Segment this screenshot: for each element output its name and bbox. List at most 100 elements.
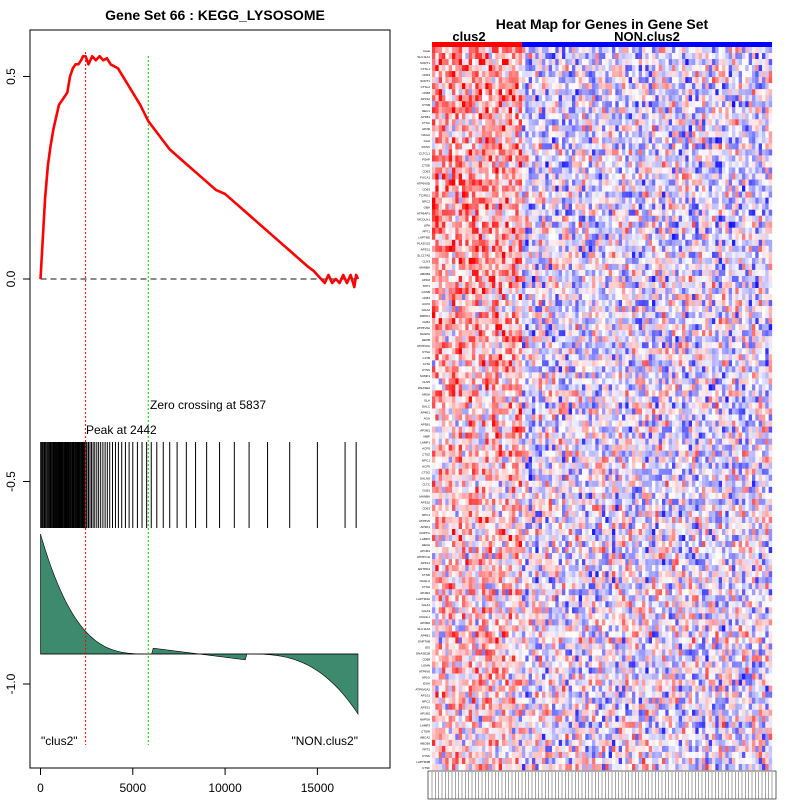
heatmap-cell <box>575 137 579 144</box>
heatmap-cell <box>765 65 769 72</box>
heatmap-cell <box>642 330 646 337</box>
heatmap-cell <box>595 197 599 204</box>
heatmap-cell <box>595 161 599 168</box>
heatmap-cell <box>705 167 709 174</box>
heatmap-cell <box>548 281 553 289</box>
heatmap-cell <box>575 101 579 108</box>
heatmap-cell <box>735 53 739 60</box>
heatmap-cell <box>462 263 466 271</box>
heatmap-cell <box>495 294 499 301</box>
heatmap-cell <box>502 281 506 289</box>
heatmap-cell <box>472 59 476 66</box>
heatmap-cell <box>672 71 676 78</box>
heatmap-cell <box>438 173 443 180</box>
heatmap-cell <box>545 257 549 265</box>
heatmap-cell <box>548 107 553 114</box>
heatmap-cell <box>432 312 436 319</box>
heatmap-cell <box>678 155 683 162</box>
heatmap-cell <box>582 125 586 132</box>
heatmap-cell <box>672 143 676 150</box>
heatmap-cell <box>582 197 586 204</box>
heatmap-cell <box>532 269 536 277</box>
heatmap-cell <box>762 312 766 319</box>
heatmap-cell <box>615 251 619 259</box>
heatmap-cell <box>608 131 613 138</box>
heatmap-cell <box>485 113 489 120</box>
heatmap-cell <box>745 245 749 253</box>
heatmap-cell <box>588 89 593 96</box>
heatmap-cell <box>588 324 593 331</box>
heatmap-cell <box>712 89 716 96</box>
heatmap-cell <box>555 185 559 192</box>
heatmap-cell <box>442 179 446 186</box>
heatmap-cell <box>495 318 499 325</box>
heatmap-cell <box>655 275 659 283</box>
heatmap-cell <box>768 263 773 271</box>
heatmap-cell <box>752 191 756 198</box>
heatmap-cell <box>522 137 526 144</box>
heatmap-cell <box>712 125 716 132</box>
heatmap-cell <box>445 221 449 228</box>
heatmap-cell <box>538 288 543 295</box>
heatmap-cell <box>578 65 583 72</box>
heatmap-cell <box>522 269 526 277</box>
heatmap-cell <box>535 125 539 132</box>
heatmap-cell <box>478 312 483 319</box>
heatmap-cell <box>652 300 656 307</box>
heatmap-cell <box>705 143 709 150</box>
heatmap-cell <box>732 47 736 54</box>
heatmap-cell <box>488 101 493 108</box>
heatmap-cell <box>515 239 519 246</box>
heatmap-cell <box>432 269 436 277</box>
heatmap-cell <box>658 300 663 307</box>
heatmap-cell <box>635 233 639 240</box>
heatmap-cell <box>532 113 536 120</box>
heatmap-cell <box>648 300 653 307</box>
heatmap-cell <box>538 300 543 307</box>
heatmap-cell <box>595 71 599 78</box>
heatmap-cell <box>675 263 679 271</box>
heatmap-cell <box>568 107 573 114</box>
heatmap-cell <box>598 89 603 96</box>
heatmap-cell <box>735 281 739 289</box>
heatmap-cell <box>512 101 516 108</box>
heatmap-cell <box>525 173 529 180</box>
heatmap-cell <box>545 288 549 295</box>
heatmap-cell <box>618 107 623 114</box>
heatmap-cell <box>748 251 753 259</box>
heatmap-cell <box>512 185 516 192</box>
heatmap-cell <box>532 47 536 54</box>
heatmap-cell <box>595 149 599 156</box>
heatmap-cell <box>438 251 443 259</box>
heatmap-cell <box>685 137 689 144</box>
heatmap-cell <box>442 263 446 271</box>
heatmap-cell <box>688 191 693 198</box>
heatmap-cell <box>452 245 456 253</box>
heatmap-cell <box>568 77 573 84</box>
heatmap-cell <box>568 137 573 144</box>
heatmap-cell <box>535 233 539 240</box>
heatmap-cell <box>568 221 573 228</box>
heatmap-cell <box>665 161 669 168</box>
heatmap-cell <box>768 221 773 228</box>
heatmap-cell <box>725 251 729 259</box>
heatmap-cell <box>442 294 446 301</box>
heatmap-cell <box>475 294 479 301</box>
heatmap-cell <box>628 209 633 216</box>
heatmap-cell <box>702 300 706 307</box>
heatmap-cell <box>445 233 449 240</box>
heatmap-cell <box>602 245 606 253</box>
heatmap-cell <box>648 288 653 295</box>
heatmap-cell <box>698 125 703 132</box>
heatmap-cell <box>635 71 639 78</box>
heatmap-cell <box>672 89 676 96</box>
heatmap-cell <box>702 312 706 319</box>
heatmap-cell <box>572 65 576 72</box>
heatmap-cell <box>595 263 599 271</box>
heatmap-cell <box>448 59 453 66</box>
heatmap-cell <box>552 203 556 210</box>
heatmap-cell <box>572 269 576 277</box>
heatmap-cell <box>485 83 489 90</box>
heatmap-cell <box>472 161 476 168</box>
heatmap-cell <box>492 83 496 90</box>
